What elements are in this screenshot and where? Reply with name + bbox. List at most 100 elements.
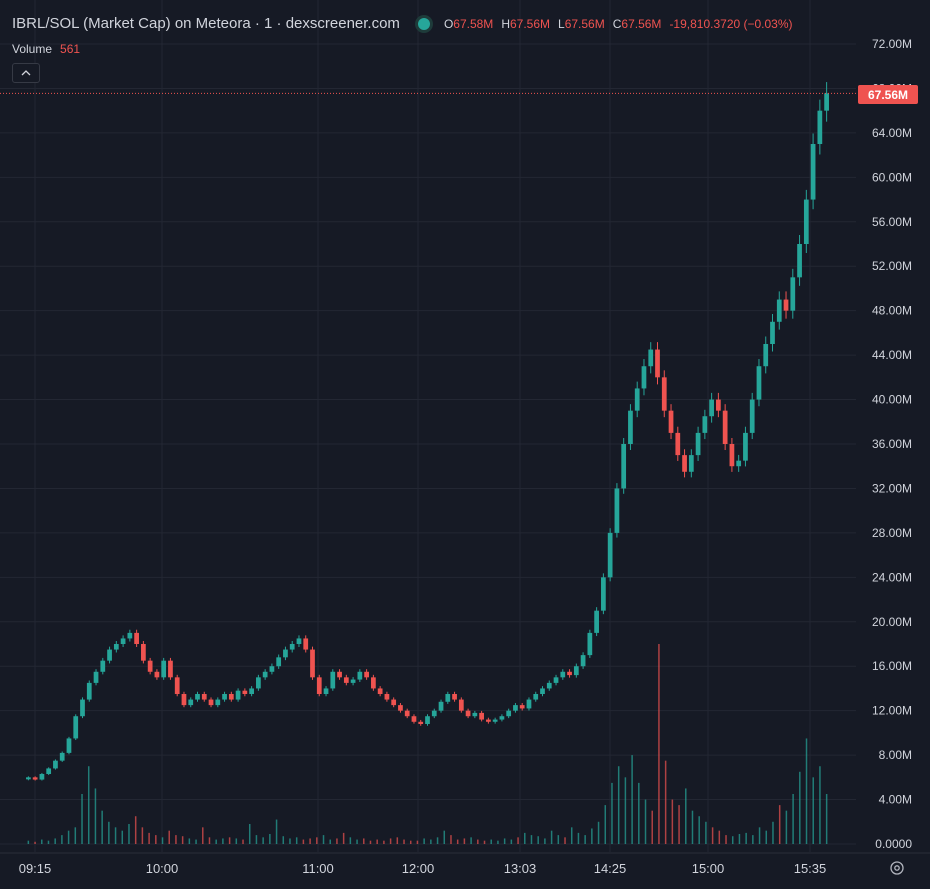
y-axis: 72.00M68.00M64.00M60.00M56.00M52.00M48.0… (872, 37, 912, 851)
settings-button[interactable] (888, 859, 906, 877)
y-tick-label: 28.00M (872, 526, 912, 540)
candle-body (59, 752, 65, 761)
candle-body (222, 694, 227, 700)
candle-body (790, 277, 796, 311)
candle-body (621, 444, 627, 489)
candle-body (174, 677, 180, 694)
candle-body (350, 679, 356, 683)
candle-body (749, 399, 755, 433)
y-tick-label: 32.00M (872, 481, 912, 495)
candle-body (783, 299, 789, 311)
chart-title: IBRL/SOL (Market Cap) on Meteora · 1 · d… (12, 15, 400, 32)
x-tick-label: 11:00 (302, 861, 334, 876)
candle-body (492, 719, 498, 722)
candle-body (32, 777, 38, 780)
candle-body (371, 677, 376, 689)
volume-legend: Volume 561 (12, 42, 80, 56)
candle-body (256, 677, 261, 689)
candle-body (323, 688, 329, 694)
y-tick-label: 20.00M (872, 615, 912, 629)
candle-body (269, 666, 275, 672)
candle-body (648, 349, 654, 367)
ohlc-readout: O67.58M H67.56M L67.56M C67.56M -19,810.… (443, 16, 793, 31)
candle-body (824, 93, 829, 111)
candle-body (438, 701, 444, 711)
candle-body (628, 410, 633, 444)
candle-body (377, 688, 383, 694)
x-tick-label: 10:00 (146, 861, 179, 876)
candle-body (242, 690, 248, 694)
chevron-up-icon (21, 70, 31, 76)
candle-body (80, 699, 85, 717)
candle-body (384, 694, 390, 700)
y-tick-label: 8.00M (879, 748, 912, 762)
candle-body (810, 144, 816, 200)
candle-body (127, 632, 133, 639)
candle-body (262, 671, 268, 678)
candle-body (641, 366, 647, 389)
volume-value: 561 (60, 42, 81, 56)
candle-body (289, 644, 295, 650)
x-tick-label: 09:15 (19, 861, 52, 876)
y-tick-label: 56.00M (872, 215, 912, 229)
candle-body (614, 488, 620, 533)
x-tick-label: 12:00 (402, 861, 435, 876)
candle-body (303, 638, 309, 650)
candle-body (452, 694, 457, 700)
candle-body (147, 660, 153, 672)
candle-body (201, 694, 207, 700)
last-price-label: 67.56M (858, 85, 918, 104)
candle-body (310, 649, 315, 678)
y-tick-label: 12.00M (872, 704, 912, 718)
candle-body (39, 774, 45, 780)
candle-body (330, 671, 336, 689)
candle-body (580, 655, 586, 667)
candle-body (573, 666, 579, 676)
candle-body (134, 632, 139, 644)
y-tick-label: 48.00M (872, 304, 912, 318)
candle-body (465, 710, 471, 717)
candle-body (567, 671, 572, 676)
candle-body (195, 694, 200, 700)
x-tick-label: 15:35 (794, 861, 827, 876)
candle-body (364, 671, 369, 678)
candle-body (472, 712, 478, 717)
y-tick-label: 4.00M (879, 793, 912, 807)
candle-body (553, 677, 559, 683)
candle-body (743, 432, 748, 461)
candle-body (141, 644, 146, 661)
volume-label: Volume (12, 42, 53, 56)
candle-body (817, 110, 823, 144)
candle-body (276, 657, 282, 667)
chart-legend: IBRL/SOL (Market Cap) on Meteora · 1 · d… (12, 15, 793, 32)
y-tick-label: 52.00M (872, 259, 912, 273)
x-tick-label: 15:00 (692, 861, 725, 876)
y-tick-label: 24.00M (872, 570, 912, 584)
candle-body (486, 719, 491, 722)
candle-body (168, 660, 173, 678)
collapse-legend-button[interactable] (12, 63, 40, 83)
candle-body (296, 638, 302, 644)
candle-body (445, 694, 451, 702)
candle-body (113, 644, 119, 650)
candle-body (702, 416, 708, 433)
candle-body (53, 760, 58, 769)
candle-body (431, 710, 437, 717)
candle-body (100, 660, 106, 672)
candle-body (398, 705, 403, 711)
candles (26, 82, 829, 781)
candle-body (513, 705, 518, 711)
gear-icon (890, 861, 904, 875)
candle-body (546, 682, 552, 689)
candle-body (235, 690, 241, 700)
candle-body (93, 671, 99, 683)
status-dot-icon (417, 17, 430, 30)
candle-body (682, 455, 687, 472)
candle-body (188, 699, 194, 706)
y-tick-label: 0.0000 (875, 837, 912, 851)
candle-body (120, 638, 126, 644)
candle-body (66, 738, 72, 753)
volume-bars (27, 644, 828, 844)
candle-body (283, 649, 288, 658)
